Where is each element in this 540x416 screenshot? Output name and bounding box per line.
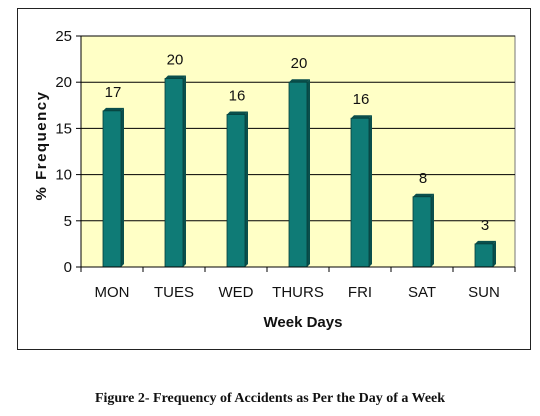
labels: 0 5 10 15 20 25 17 MON 20 TUES 16 WED 20 THURS 16 FRI 8 S… — [55, 28, 500, 301]
data-label: 8 — [419, 170, 427, 187]
y-axis-title: % Frequency — [33, 91, 50, 201]
x-tick-label: THURS — [272, 284, 324, 301]
bar-sat — [412, 196, 432, 268]
bar-side — [245, 111, 248, 267]
bar-top — [289, 79, 310, 83]
x-axis-title: Week Days — [264, 314, 343, 331]
bar-top — [165, 75, 186, 79]
bar-side — [431, 193, 434, 267]
x-tick-label: TUES — [154, 284, 194, 301]
x-tick-label: SAT — [408, 284, 436, 301]
data-label: 3 — [481, 217, 489, 234]
bar-side — [121, 107, 124, 268]
bar-top — [413, 193, 434, 197]
bars — [102, 75, 496, 268]
chart-frame: 0 5 10 15 20 25 17 MON 20 TUES 16 WED 20 THURS 16 FRI 8 S… — [17, 8, 531, 350]
bar-wed — [226, 114, 246, 268]
y-tick-label: 25 — [55, 28, 72, 45]
bar-chart: 0 5 10 15 20 25 17 MON 20 TUES 16 WED 20 THURS 16 FRI 8 S… — [33, 28, 516, 331]
bar-fri — [350, 117, 370, 268]
data-label: 20 — [167, 52, 184, 69]
y-tick-label: 10 — [55, 167, 72, 184]
y-tick-label: 20 — [55, 74, 72, 91]
y-tick-label: 0 — [64, 259, 72, 276]
y-tick-label: 15 — [55, 120, 72, 137]
y-tick-label: 5 — [64, 213, 72, 230]
x-tick-label: FRI — [348, 284, 372, 301]
figure-caption: Figure 2- Frequency of Accidents as Per … — [94, 391, 446, 406]
bar-sun — [474, 243, 494, 268]
bar-side — [493, 240, 496, 267]
data-label: 17 — [105, 84, 122, 101]
bar-side — [307, 79, 310, 267]
bar-side — [183, 75, 186, 267]
bar-side — [369, 115, 372, 268]
bar-tues — [164, 78, 184, 268]
data-label: 20 — [291, 55, 308, 72]
data-label: 16 — [353, 91, 370, 108]
bar-mon — [102, 110, 122, 268]
x-tick-label: WED — [219, 284, 254, 301]
bar-thurs — [288, 81, 308, 268]
data-label: 16 — [229, 88, 246, 105]
bar-top — [227, 111, 248, 115]
bar-top — [103, 107, 124, 111]
x-tick-label: SUN — [468, 284, 500, 301]
bar-top — [475, 240, 496, 244]
axes — [76, 35, 516, 272]
bar-top — [351, 115, 372, 119]
x-tick-label: MON — [95, 284, 130, 301]
